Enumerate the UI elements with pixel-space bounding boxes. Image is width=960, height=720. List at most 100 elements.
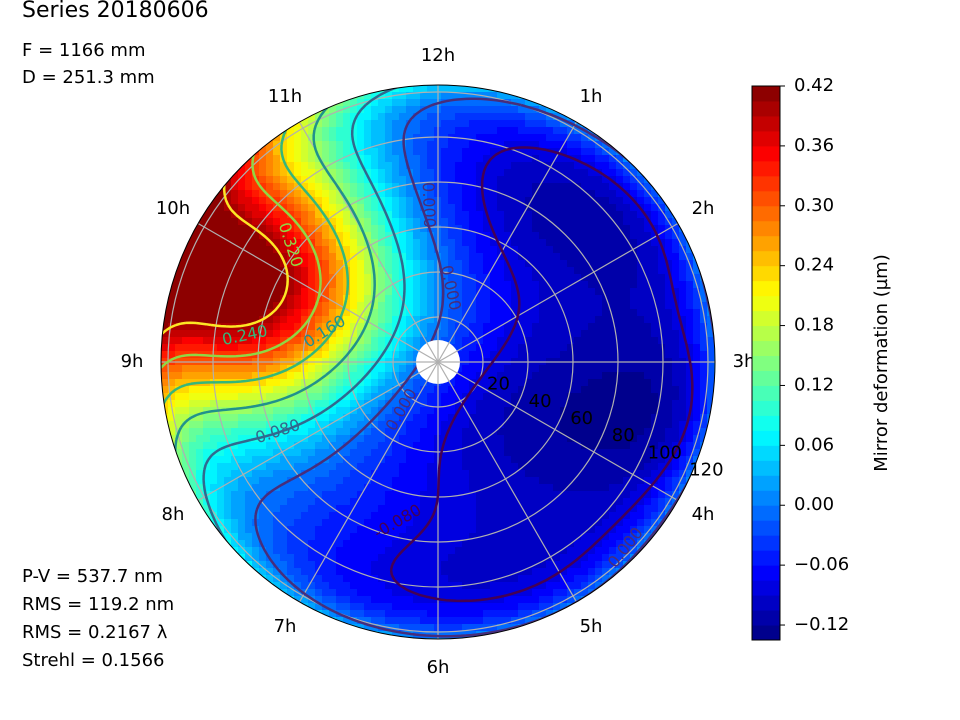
- contour-cell: [546, 218, 554, 226]
- contour-cell: [490, 253, 498, 261]
- contour-cell: [532, 134, 540, 142]
- contour-cell: [329, 533, 337, 541]
- contour-cell: [686, 365, 694, 373]
- contour-cell: [483, 393, 491, 401]
- contour-cell: [399, 407, 407, 415]
- contour-cell: [609, 190, 617, 198]
- contour-cell: [504, 239, 512, 247]
- contour-cell: [476, 162, 484, 170]
- contour-cell: [462, 197, 470, 205]
- contour-cell: [301, 288, 309, 296]
- contour-cell: [294, 155, 302, 163]
- contour-cell: [217, 295, 225, 303]
- contour-cell: [518, 302, 526, 310]
- contour-cell: [714, 379, 715, 387]
- contour-cell: [574, 540, 582, 548]
- contour-cell: [595, 281, 603, 289]
- contour-cell: [329, 106, 337, 114]
- contour-cell: [371, 554, 379, 562]
- contour-cell: [231, 491, 239, 499]
- contour-cell: [350, 568, 358, 576]
- contour-cell: [182, 253, 190, 261]
- contour-cell: [427, 190, 435, 198]
- contour-cell: [609, 351, 617, 359]
- contour-cell: [427, 540, 435, 548]
- contour-cell: [441, 484, 449, 492]
- contour-cell: [420, 288, 428, 296]
- contour-cell: [553, 386, 561, 394]
- contour-cell: [273, 176, 281, 184]
- contour-cell: [308, 253, 316, 261]
- contour-cell: [245, 316, 253, 324]
- contour-cell: [399, 169, 407, 177]
- contour-cell: [357, 281, 365, 289]
- contour-cell: [630, 533, 638, 541]
- contour-cell: [245, 372, 253, 380]
- contour-cell: [714, 407, 715, 415]
- contour-cell: [532, 288, 540, 296]
- contour-cell: [217, 456, 225, 464]
- contour-cell: [252, 484, 260, 492]
- contour-cell: [497, 351, 505, 359]
- contour-cell: [560, 554, 568, 562]
- contour-cell: [287, 372, 295, 380]
- contour-cell: [343, 526, 351, 534]
- contour-cell: [483, 288, 491, 296]
- contour-cell: [343, 337, 351, 345]
- contour-cell: [469, 561, 477, 569]
- contour-cell: [462, 120, 470, 128]
- contour-cell: [273, 533, 281, 541]
- contour-cell: [399, 519, 407, 527]
- contour-cell: [231, 302, 239, 310]
- contour-cell: [462, 169, 470, 177]
- contour-cell: [399, 477, 407, 485]
- contour-cell: [665, 393, 673, 401]
- contour-cell: [364, 92, 372, 100]
- contour-cell: [294, 400, 302, 408]
- contour-cell: [196, 344, 204, 352]
- contour-cell: [273, 519, 281, 527]
- contour-cell: [525, 589, 533, 597]
- contour-cell: [511, 190, 519, 198]
- contour-cell: [462, 435, 470, 443]
- contour-cell: [315, 407, 323, 415]
- contour-cell: [238, 421, 246, 429]
- contour-cell: [266, 393, 274, 401]
- contour-cell: [427, 218, 435, 226]
- contour-cell: [644, 414, 652, 422]
- contour-cell: [238, 428, 246, 436]
- contour-cell: [336, 183, 344, 191]
- contour-cell: [616, 477, 624, 485]
- contour-cell: [336, 589, 344, 597]
- contour-cell: [399, 337, 407, 345]
- contour-cell: [560, 295, 568, 303]
- contour-cell: [392, 386, 400, 394]
- contour-cell: [511, 85, 519, 93]
- contour-cell: [231, 533, 239, 541]
- contour-cell: [322, 148, 330, 156]
- contour-cell: [371, 547, 379, 555]
- contour-cell: [532, 393, 540, 401]
- contour-cell: [364, 498, 372, 506]
- contour-cell: [224, 498, 232, 506]
- contour-cell: [455, 337, 463, 345]
- contour-cell: [245, 533, 253, 541]
- contour-cell: [553, 484, 561, 492]
- contour-cell: [511, 428, 519, 436]
- contour-cell: [427, 442, 435, 450]
- contour-cell: [455, 92, 463, 100]
- contour-cell: [539, 498, 547, 506]
- contour-cell: [378, 463, 386, 471]
- contour-cell: [224, 400, 232, 408]
- contour-cell: [238, 442, 246, 450]
- contour-cell: [630, 288, 638, 296]
- contour-cell: [378, 330, 386, 338]
- contour-cell: [413, 218, 421, 226]
- contour-cell: [406, 225, 414, 233]
- contour-cell: [581, 547, 589, 555]
- contour-cell: [203, 393, 211, 401]
- contour-cell: [511, 330, 519, 338]
- contour-cell: [560, 351, 568, 359]
- contour-cell: [595, 533, 603, 541]
- contour-cell: [203, 232, 211, 240]
